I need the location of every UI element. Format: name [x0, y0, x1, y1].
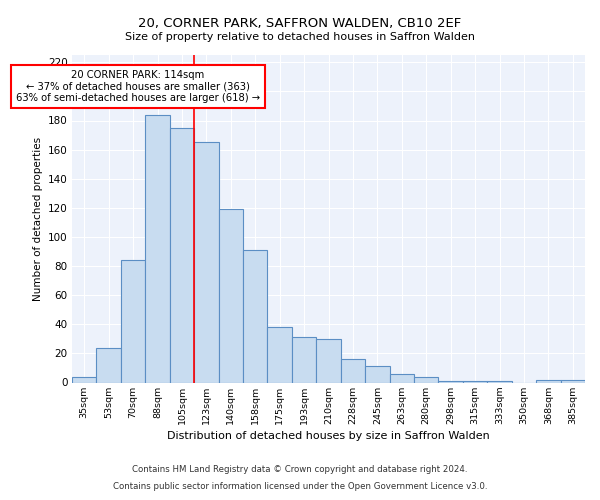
- Text: Contains HM Land Registry data © Crown copyright and database right 2024.: Contains HM Land Registry data © Crown c…: [132, 465, 468, 474]
- Bar: [194, 142, 218, 382]
- Bar: [218, 210, 243, 382]
- Bar: [121, 260, 145, 382]
- Bar: [536, 380, 560, 382]
- Text: Size of property relative to detached houses in Saffron Walden: Size of property relative to detached ho…: [125, 32, 475, 42]
- Bar: [389, 374, 414, 382]
- Text: Contains public sector information licensed under the Open Government Licence v3: Contains public sector information licen…: [113, 482, 487, 491]
- Bar: [316, 339, 341, 382]
- Bar: [145, 114, 170, 382]
- Bar: [414, 376, 439, 382]
- Bar: [341, 359, 365, 382]
- Bar: [268, 327, 292, 382]
- Bar: [72, 376, 97, 382]
- Bar: [243, 250, 268, 382]
- Y-axis label: Number of detached properties: Number of detached properties: [32, 136, 43, 301]
- Text: 20, CORNER PARK, SAFFRON WALDEN, CB10 2EF: 20, CORNER PARK, SAFFRON WALDEN, CB10 2E…: [139, 18, 461, 30]
- X-axis label: Distribution of detached houses by size in Saffron Walden: Distribution of detached houses by size …: [167, 431, 490, 441]
- Bar: [97, 348, 121, 382]
- Bar: [463, 381, 487, 382]
- Bar: [487, 381, 512, 382]
- Bar: [365, 366, 389, 382]
- Bar: [292, 338, 316, 382]
- Bar: [439, 381, 463, 382]
- Text: 20 CORNER PARK: 114sqm
← 37% of detached houses are smaller (363)
63% of semi-de: 20 CORNER PARK: 114sqm ← 37% of detached…: [16, 70, 260, 103]
- Bar: [560, 380, 585, 382]
- Bar: [170, 128, 194, 382]
